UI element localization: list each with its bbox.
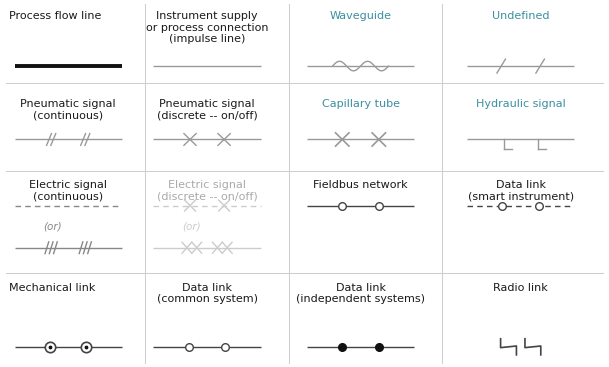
Text: (or): (or) [183,222,201,232]
Text: Waveguide: Waveguide [329,11,392,21]
Text: Pneumatic signal
(discrete -- on/off): Pneumatic signal (discrete -- on/off) [157,99,258,121]
Text: Electric signal
(discrete -- on/off): Electric signal (discrete -- on/off) [157,180,258,201]
Text: Capillary tube: Capillary tube [322,99,400,109]
Text: Instrument supply
or process connection
(impulse line): Instrument supply or process connection … [146,11,269,44]
Text: Data link
(common system): Data link (common system) [157,283,258,304]
Text: Electric signal
(continuous): Electric signal (continuous) [29,180,107,201]
Text: (or): (or) [44,222,62,232]
Text: Process flow line: Process flow line [9,11,102,21]
Text: Data link
(independent systems): Data link (independent systems) [296,283,425,304]
Text: Mechanical link: Mechanical link [9,283,96,292]
Text: Hydraulic signal: Hydraulic signal [476,99,566,109]
Text: Radio link: Radio link [493,283,548,292]
Text: Undefined: Undefined [492,11,549,21]
Text: Pneumatic signal
(continuous): Pneumatic signal (continuous) [20,99,116,121]
Text: Data link
(smart instrument): Data link (smart instrument) [468,180,574,201]
Text: Fieldbus network: Fieldbus network [313,180,408,190]
